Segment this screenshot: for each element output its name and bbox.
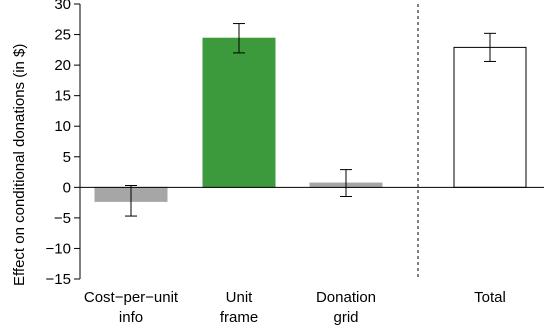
y-tick-label: 0 <box>63 179 71 196</box>
y-tick-label: 5 <box>63 149 71 166</box>
y-tick-label: 20 <box>54 57 71 74</box>
y-tick-label: 30 <box>54 0 71 13</box>
y-axis-title: Effect on conditional donations (in $) <box>11 44 28 286</box>
x-tick-label: Unit frame <box>220 289 258 326</box>
y-tick-label: 10 <box>54 118 71 135</box>
y-tick-label: 25 <box>54 27 71 44</box>
error-bar <box>233 23 245 54</box>
y-tick-label: −5 <box>54 210 71 227</box>
x-axis: Cost−per−unit info Unit frame Donation grid To… <box>84 289 506 326</box>
x-tick-label: Cost−per−unit info <box>84 289 179 326</box>
error-bars <box>125 23 496 217</box>
x-tick-label-line: grid <box>333 309 358 326</box>
bars <box>94 37 527 202</box>
bar <box>202 37 276 188</box>
y-axis: −15 −10 −5 0 5 10 15 20 25 30 <box>46 0 81 288</box>
x-tick-label-line: frame <box>220 309 258 326</box>
error-bar <box>125 185 137 217</box>
y-tick-label: 15 <box>54 88 71 105</box>
bar <box>453 46 527 188</box>
error-bar <box>340 169 352 197</box>
y-tick-label: −10 <box>46 240 71 257</box>
x-tick-label: Total <box>474 289 506 306</box>
x-tick-label-line: Total <box>474 289 506 306</box>
error-bar <box>484 32 496 62</box>
x-tick-label-line: Donation <box>316 289 376 306</box>
x-tick-label-line: Cost−per−unit <box>84 289 179 306</box>
y-tick-label: −15 <box>46 271 71 288</box>
x-tick-label-line: Unit <box>226 289 254 306</box>
x-tick-label: Donation grid <box>316 289 376 326</box>
x-tick-label-line: info <box>119 309 143 326</box>
